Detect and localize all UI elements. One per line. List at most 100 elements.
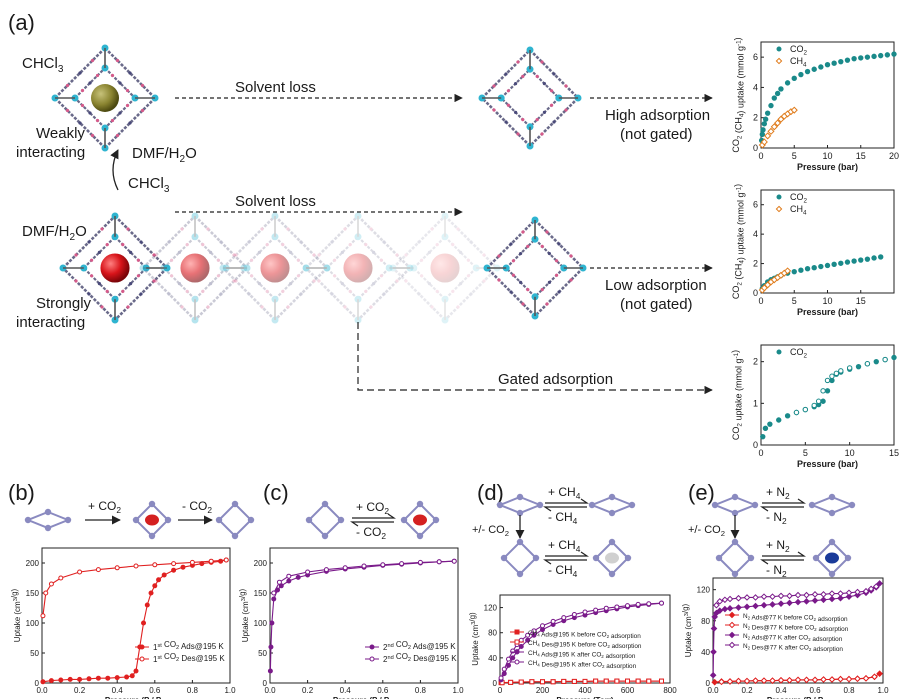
data-point [141, 620, 147, 626]
y-tick-label: 80 [488, 629, 497, 638]
top-rem-label: - N2 [766, 510, 787, 526]
forward-arrow [352, 513, 396, 519]
data-point [871, 53, 877, 60]
top-rem-label: - CH4 [548, 510, 578, 526]
data-point [760, 138, 768, 146]
data-point [820, 676, 827, 683]
data-point [891, 354, 897, 361]
data-point [48, 581, 54, 587]
legend-label: N2 Ads@77 K after CO2 adsorption [743, 633, 843, 643]
guest-molecule [91, 84, 119, 112]
data-point [743, 677, 751, 685]
data-point [436, 559, 442, 565]
data-point [323, 567, 329, 573]
data-point [208, 558, 214, 564]
high-adsorption-label: High adsorption (not gated) [605, 107, 710, 143]
y-tick-label: 50 [30, 649, 39, 658]
data-point [286, 573, 292, 579]
data-point [854, 588, 861, 596]
data-point [818, 64, 824, 70]
chart-d: 0 200 400 600 800 0 40 80 120 Pressure (Torr) Upta… [468, 594, 677, 699]
solvent-loss-1-label: Solvent loss [235, 79, 316, 96]
x-tick-label: 10 [822, 151, 832, 161]
mof-cage [139, 212, 251, 324]
data-point [603, 605, 609, 611]
data-point [767, 127, 775, 135]
legend-marker [139, 656, 145, 662]
legend-marker [369, 656, 375, 662]
x-tick-label: 5 [792, 151, 797, 161]
data-point [561, 615, 567, 621]
series-line [502, 680, 662, 684]
data-point [802, 406, 809, 413]
y-tick-label: 120 [697, 586, 711, 595]
y-tick-label: 200 [254, 559, 268, 568]
reverse-arrow [760, 506, 804, 512]
chcl3-mid-label: CHCl3 [128, 175, 170, 195]
data-point [659, 678, 664, 684]
plot-frame [760, 344, 895, 446]
data-point [152, 562, 158, 568]
mof-cage [302, 212, 414, 324]
data-point [774, 90, 781, 97]
data-point [769, 601, 776, 608]
y-tick-label: 200 [26, 559, 40, 568]
data-point [114, 565, 120, 571]
open-pore-diamond [132, 500, 172, 540]
data-point [267, 668, 273, 674]
data-point [845, 593, 853, 600]
data-point [752, 594, 759, 601]
data-point [811, 264, 817, 271]
x-tick-label: 0 [498, 686, 503, 695]
legend-label: CO2 [790, 192, 808, 204]
data-point [95, 567, 101, 573]
data-point [803, 676, 810, 684]
y-axis-label: CO2 uptake (mmol g-1) [730, 350, 743, 440]
series-line [42, 559, 227, 683]
data-point [784, 267, 792, 275]
data-point [635, 601, 641, 607]
data-point [561, 678, 567, 684]
legend-label: CH4 Ads@195 K after CO2 adsorption [528, 650, 636, 660]
y-tick-label: 0 [753, 288, 758, 298]
data-point [851, 258, 857, 264]
y-tick-label: 40 [701, 648, 710, 657]
data-point [798, 71, 804, 78]
data-point [710, 625, 718, 632]
y-axis-label: CO2 (CH4) uptake (mmol g-1) [731, 184, 746, 299]
data-point [884, 52, 891, 58]
x-tick-label: 1.0 [224, 686, 236, 695]
data-point [770, 123, 778, 131]
x-tick-label: 5 [803, 448, 808, 458]
data-point [189, 559, 195, 565]
data-point [646, 601, 652, 607]
data-point [845, 589, 853, 597]
data-point [161, 572, 167, 578]
data-point [762, 425, 769, 432]
legend-marker [369, 644, 375, 650]
data-point [824, 388, 831, 394]
data-point [851, 55, 857, 62]
x-tick-label: 400 [578, 686, 592, 695]
legend-label: CH4 [790, 204, 807, 216]
data-point [124, 674, 130, 680]
top-label: + CO2 [356, 500, 389, 516]
x-tick-label: 0.2 [302, 686, 314, 695]
data-point [798, 267, 804, 273]
legend-label: 2nd CO2 Des@195 K [383, 652, 457, 664]
data-point [864, 256, 871, 262]
data-point [845, 675, 853, 683]
data-point [878, 254, 884, 260]
narrow-pore-diamond [808, 493, 856, 517]
x-tick-label: 0 [758, 448, 763, 458]
data-point [86, 676, 92, 682]
y-tick-label: 0 [263, 679, 268, 688]
data-point [837, 590, 844, 597]
data-point [811, 402, 817, 409]
bottom-rem-label: - CH4 [548, 563, 578, 579]
x-axis-label: Pressure (bar) [797, 459, 858, 469]
ch4-guest [605, 552, 619, 564]
top-add-label: + N2 [766, 485, 790, 501]
step2-label: - CO2 [182, 499, 212, 515]
x-axis-label: Pressure (Torr) [556, 696, 614, 699]
